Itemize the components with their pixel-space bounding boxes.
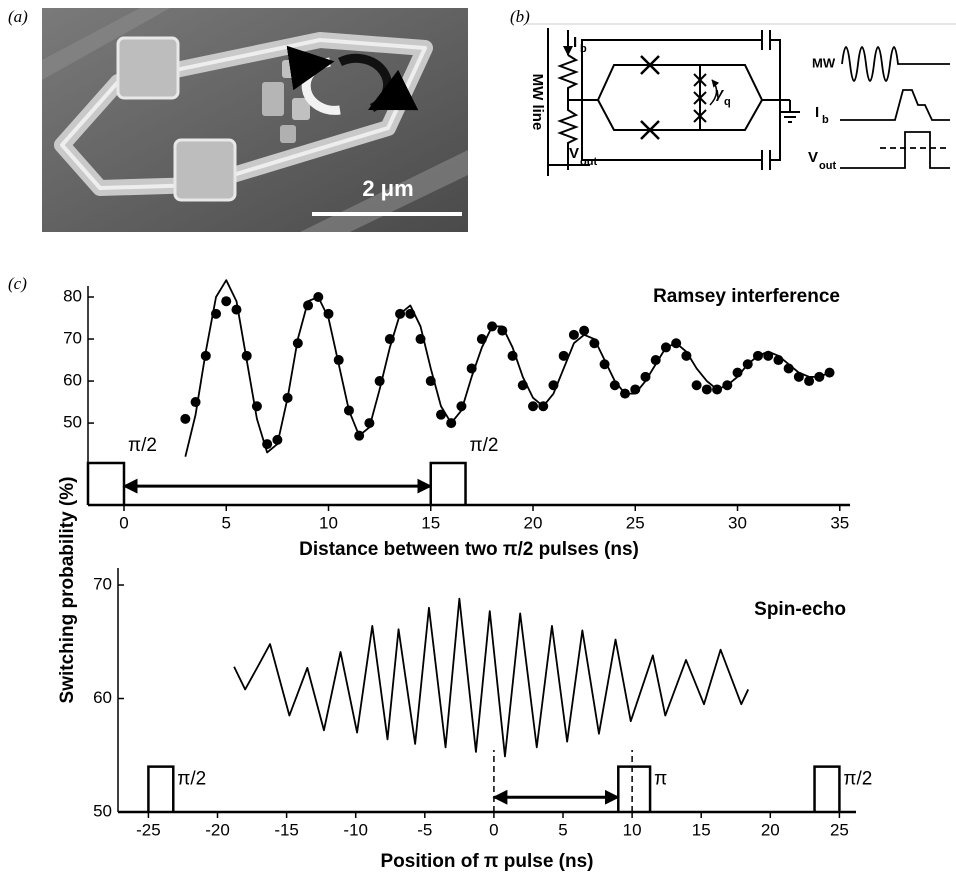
y-tick-label: 70 bbox=[63, 329, 82, 348]
sem-island bbox=[282, 60, 298, 78]
pulse bbox=[429, 461, 467, 505]
pulse-label: π/2 bbox=[177, 769, 206, 790]
pulse-label: π/2 bbox=[470, 435, 499, 456]
data-point bbox=[568, 329, 579, 340]
data-point bbox=[804, 376, 815, 387]
sem-island bbox=[292, 98, 310, 120]
x-tick-label: -25 bbox=[136, 820, 161, 839]
x-tick-label: 10 bbox=[623, 820, 642, 839]
data-point bbox=[528, 401, 539, 412]
pulse-label: π/2 bbox=[843, 769, 872, 790]
x-tick-label: 5 bbox=[558, 820, 567, 839]
panel-b-text: I b V out γ q MW I b V out bbox=[569, 34, 836, 172]
output-pulse-label-sub: out bbox=[819, 160, 836, 172]
data-point bbox=[650, 355, 661, 366]
data-point bbox=[221, 296, 232, 307]
x-tick-label: 0 bbox=[489, 820, 498, 839]
sem-junction-pad bbox=[116, 36, 180, 100]
x-tick-label: 35 bbox=[830, 513, 849, 532]
data-point bbox=[435, 409, 446, 420]
panel-a: (a) 2 μm bbox=[8, 7, 468, 232]
x-tick-label: 25 bbox=[626, 513, 645, 532]
mw-line-label: MW line bbox=[529, 74, 546, 131]
wire bbox=[581, 39, 762, 100]
qubit-junction bbox=[693, 73, 707, 123]
data-line bbox=[184, 279, 830, 457]
data-point bbox=[180, 413, 191, 424]
sem-rotation-arrow bbox=[337, 53, 419, 113]
x-tick-label: 20 bbox=[524, 513, 543, 532]
x-axis-label: Distance between two π/2 pulses (ns) bbox=[299, 539, 639, 560]
pulse bbox=[617, 765, 652, 812]
mw-trace bbox=[841, 46, 950, 82]
y-tick-label: 50 bbox=[93, 801, 112, 820]
y-tick-label: 80 bbox=[63, 286, 82, 305]
bias-pulse-label: I bbox=[815, 104, 819, 121]
pulse bbox=[86, 461, 126, 505]
x-axis-label: Position of π pulse (ns) bbox=[381, 851, 594, 872]
phase-label: γ bbox=[715, 85, 725, 102]
data-point bbox=[579, 325, 590, 336]
x-tick-label: -10 bbox=[343, 820, 368, 839]
squid-loop bbox=[596, 64, 764, 131]
bias-trace bbox=[840, 89, 950, 121]
vout-label-sub: out bbox=[580, 156, 597, 168]
wire bbox=[581, 100, 762, 161]
x-tick-label: 0 bbox=[119, 513, 128, 532]
panel-label: (b) bbox=[510, 7, 530, 26]
x-tick-label: 10 bbox=[319, 513, 338, 532]
x-tick-label: -20 bbox=[205, 820, 230, 839]
sem-island bbox=[280, 125, 296, 143]
pulse bbox=[147, 765, 175, 812]
scale-bar-label: 2 μm bbox=[362, 176, 413, 201]
pulse bbox=[813, 765, 841, 812]
x-tick-label: 5 bbox=[222, 513, 231, 532]
vout-label: V bbox=[569, 145, 579, 162]
y-tick-label: 60 bbox=[93, 688, 112, 707]
data-line bbox=[233, 597, 750, 758]
chart-title: Spin-echo bbox=[754, 599, 846, 620]
panel-label: (a) bbox=[8, 7, 28, 26]
y-tick-label: 70 bbox=[93, 575, 112, 594]
pulse-label: π bbox=[654, 769, 667, 790]
data-point bbox=[681, 350, 692, 361]
chart-title: Ramsey interference bbox=[653, 286, 840, 307]
bias-label: I bbox=[573, 34, 577, 51]
data-point bbox=[701, 384, 712, 395]
resistor bbox=[557, 54, 579, 170]
junction bbox=[640, 55, 660, 140]
y-tick-label: 60 bbox=[63, 371, 82, 390]
phase-arrow bbox=[709, 79, 720, 106]
sem-junction-pad bbox=[173, 138, 237, 202]
mw-label: MW bbox=[812, 55, 836, 70]
x-tick-label: 15 bbox=[421, 513, 440, 532]
bias-label-sub: b bbox=[580, 43, 587, 55]
y-tick-label: 50 bbox=[63, 413, 82, 432]
sem-rotation-arrow bbox=[286, 45, 341, 115]
phase-label-sub: q bbox=[724, 96, 731, 108]
bias-pulse-label-sub: b bbox=[822, 114, 829, 126]
data-point bbox=[333, 355, 344, 366]
x-tick-label: 30 bbox=[728, 513, 747, 532]
data-point bbox=[640, 371, 651, 382]
output-pulse-label: V bbox=[808, 149, 818, 166]
y-axis-label: Switching probability (%) bbox=[57, 477, 78, 704]
data-point bbox=[691, 380, 702, 391]
x-tick-label: -15 bbox=[274, 820, 299, 839]
data-point bbox=[272, 434, 283, 445]
output-trace bbox=[840, 131, 950, 169]
x-tick-label: 25 bbox=[830, 820, 849, 839]
x-tick-label: 20 bbox=[761, 820, 780, 839]
x-tick-label: 15 bbox=[692, 820, 711, 839]
x-tick-label: -5 bbox=[417, 820, 432, 839]
panel-b: (b) MW line bbox=[510, 7, 956, 176]
data-point bbox=[558, 350, 569, 361]
sem-island bbox=[262, 82, 284, 116]
pulse-label: π/2 bbox=[128, 435, 157, 456]
panel-label: (c) bbox=[8, 274, 27, 293]
